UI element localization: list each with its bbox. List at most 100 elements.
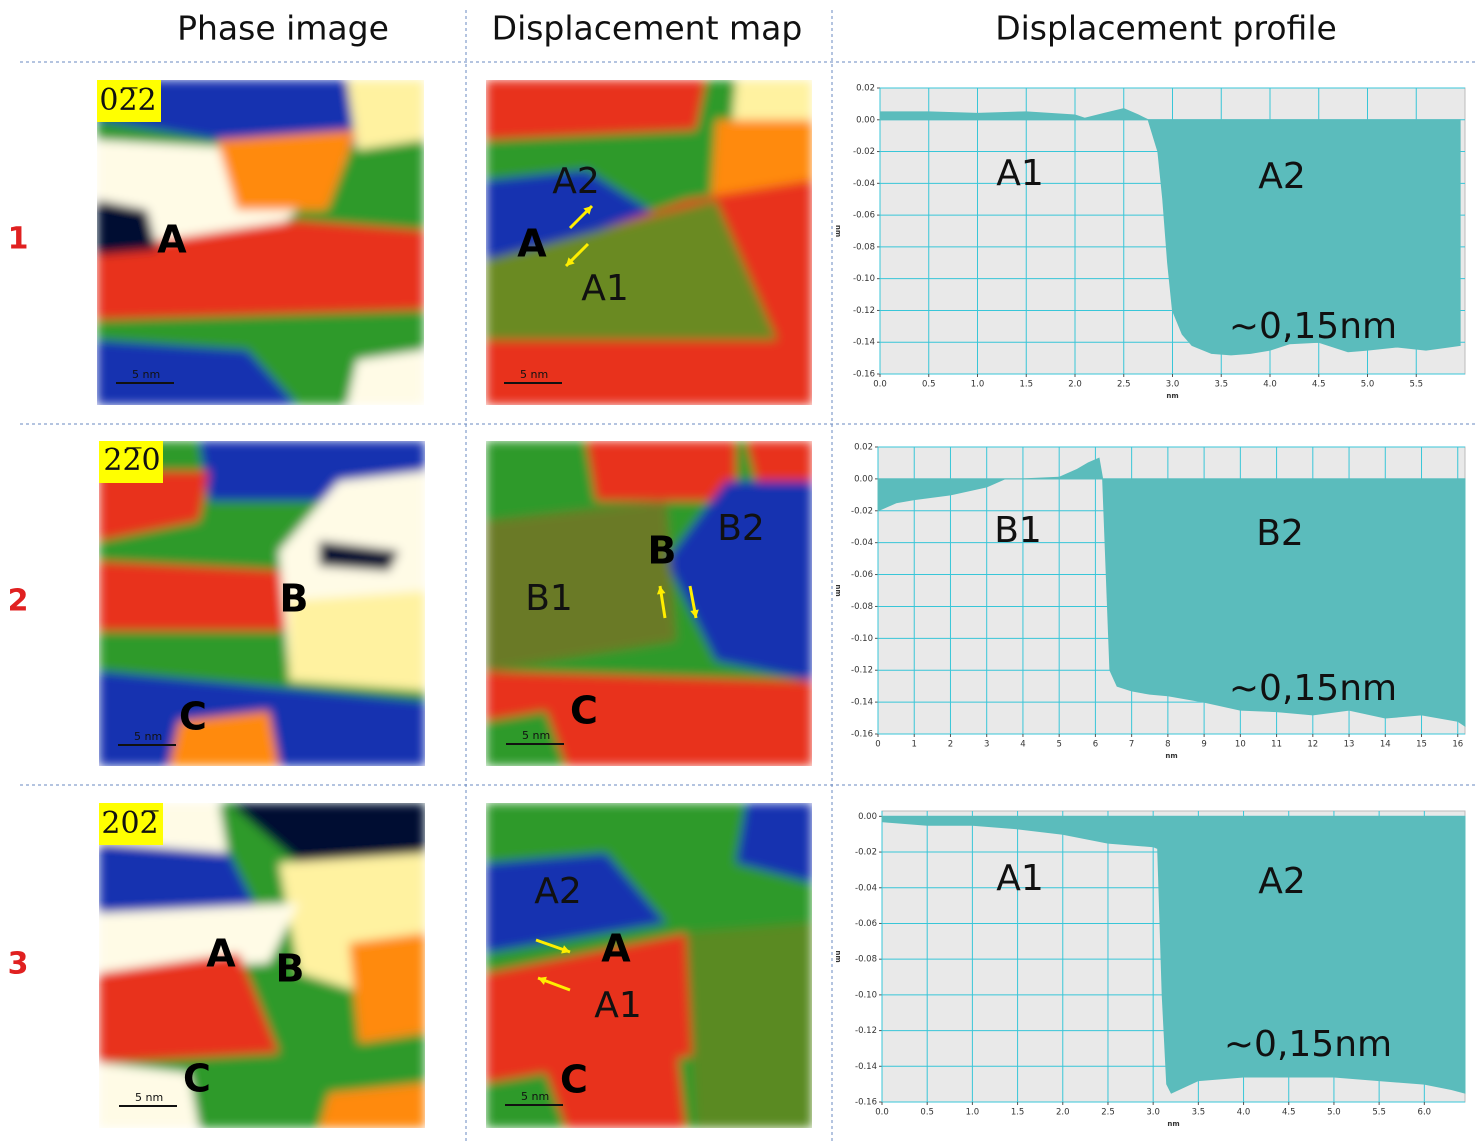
- image-region: [486, 170, 666, 265]
- image-region: [546, 953, 686, 1128]
- phase-image: 22̅0 B C 5 nm: [99, 441, 425, 766]
- x-axis-label: nm: [1167, 1120, 1179, 1128]
- x-tick-label: 5.5: [1409, 380, 1423, 390]
- y-tick-label: -0.06: [851, 570, 873, 580]
- image-region: [347, 350, 424, 405]
- column-header: Phase image: [177, 9, 389, 48]
- x-tick-label: 3.5: [1192, 1108, 1206, 1118]
- image-label: A1: [581, 268, 629, 309]
- y-axis-label: nm: [834, 225, 842, 237]
- x-tick-label: 4.5: [1282, 1108, 1296, 1118]
- image-texture: [486, 80, 812, 405]
- image-region: [97, 200, 157, 255]
- y-axis-label: nm: [834, 950, 842, 962]
- x-tick-label: 0.0: [873, 380, 887, 390]
- x-axis-label: nm: [1166, 392, 1178, 400]
- x-tick-label: 1.0: [971, 380, 985, 390]
- x-tick-label: 5: [1056, 740, 1061, 750]
- x-tick-label: 1.5: [1019, 380, 1033, 390]
- annotation: A1: [996, 153, 1044, 194]
- image-label: A: [206, 932, 236, 976]
- x-axis-label: nm: [1165, 752, 1177, 760]
- y-tick-label: -0.14: [853, 338, 875, 348]
- image-label: A1: [594, 985, 642, 1026]
- x-tick-label: 4.0: [1237, 1108, 1251, 1118]
- y-tick-label: -0.10: [855, 990, 877, 1000]
- image-label: 02̅2: [99, 83, 156, 118]
- x-tick-label: 15: [1416, 740, 1427, 750]
- scale-label: 5 nm: [132, 368, 160, 381]
- scale-label: 5 nm: [521, 1090, 549, 1103]
- x-tick-label: 7: [1129, 740, 1134, 750]
- x-tick-label: 0.5: [922, 380, 936, 390]
- x-tick-label: 0.0: [875, 1108, 889, 1118]
- annotation: ~0,15nm: [1224, 1024, 1392, 1065]
- image-region: [486, 200, 786, 370]
- x-tick-label: 5.5: [1372, 1108, 1386, 1118]
- y-tick-label: -0.08: [853, 242, 875, 252]
- image-region: [736, 803, 812, 883]
- y-tick-label: -0.14: [855, 1062, 877, 1072]
- x-tick-label: 14: [1380, 740, 1391, 750]
- x-tick-label: 16: [1452, 740, 1463, 750]
- image-region: [217, 130, 357, 210]
- image-texture: [97, 80, 424, 405]
- phase-image: 02̅2 A 5 nm: [97, 80, 424, 405]
- image-region: [99, 843, 259, 923]
- index-box: [99, 441, 163, 483]
- row-label: 3: [8, 947, 29, 982]
- y-tick-label: 0.02: [854, 443, 873, 453]
- arrow-head: [583, 206, 592, 215]
- x-tick-label: 12: [1307, 740, 1318, 750]
- annotation: A2: [1258, 861, 1306, 902]
- image-label: 202̅: [101, 806, 158, 841]
- y-axis-label: nm: [834, 584, 842, 596]
- x-tick-label: 1: [912, 740, 917, 750]
- x-tick-label: 2.5: [1101, 1108, 1115, 1118]
- image-region: [349, 933, 425, 1043]
- index-box: [99, 803, 163, 845]
- displacement-map: A2 A A1C 5 nm: [486, 803, 812, 1128]
- image-label: 22̅0: [103, 443, 160, 478]
- image-region: [229, 803, 425, 863]
- image-label: C: [560, 1058, 588, 1102]
- y-tick-label: 0.00: [856, 115, 875, 125]
- x-tick-label: 2.0: [1056, 1108, 1070, 1118]
- y-tick-label: -0.04: [855, 883, 877, 893]
- x-tick-label: 6: [1093, 740, 1098, 750]
- image-label: A: [601, 927, 631, 971]
- y-tick-label: -0.10: [851, 634, 873, 644]
- image-label: B: [648, 529, 677, 573]
- image-region: [99, 471, 209, 541]
- image-texture: [99, 803, 425, 1128]
- profile-area: [879, 108, 1461, 356]
- arrow-head: [538, 976, 547, 985]
- x-tick-label: 3.0: [1166, 380, 1180, 390]
- scale-label: 5 nm: [520, 368, 548, 381]
- x-tick-label: 4.5: [1312, 380, 1326, 390]
- y-tick-label: -0.06: [855, 919, 877, 929]
- y-tick-label: -0.02: [855, 848, 877, 858]
- y-tick-label: -0.02: [853, 147, 875, 157]
- phase-image: 202̅ A B C 5 nm: [99, 803, 425, 1128]
- image-label: A: [517, 222, 547, 266]
- image-region: [486, 80, 706, 140]
- displacement-map: B2 B B1 C 5 nm: [486, 441, 812, 766]
- y-tick-label: -0.16: [853, 370, 875, 380]
- image-region: [486, 853, 666, 953]
- y-tick-label: 0.00: [858, 812, 877, 822]
- x-tick-label: 1.0: [966, 1108, 980, 1118]
- image-region: [99, 953, 279, 1063]
- x-tick-label: 1.5: [1011, 1108, 1025, 1118]
- displacement-map: A2A A1 5 nm: [486, 80, 812, 405]
- x-tick-label: 9: [1201, 740, 1206, 750]
- scale-label: 5 nm: [522, 729, 550, 742]
- y-tick-label: -0.04: [853, 179, 875, 189]
- annotation: ~0,15nm: [1229, 306, 1397, 347]
- y-tick-label: -0.16: [851, 730, 873, 740]
- annotation: A1: [996, 858, 1044, 899]
- x-tick-label: 4.0: [1263, 380, 1277, 390]
- x-tick-label: 10: [1235, 740, 1246, 750]
- x-tick-label: 0: [875, 740, 880, 750]
- index-box: [97, 80, 161, 122]
